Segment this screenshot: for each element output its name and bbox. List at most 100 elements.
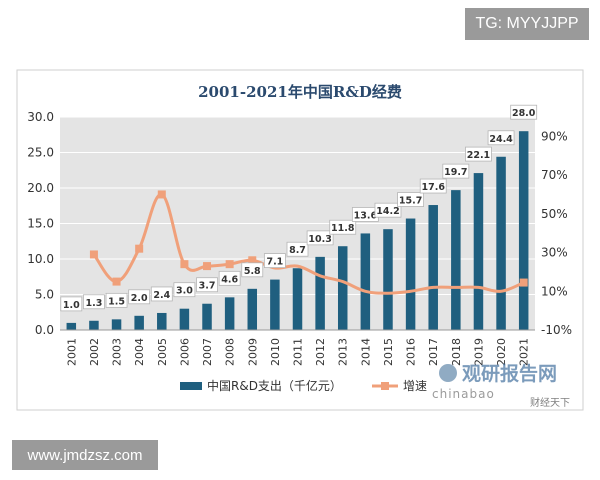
bar-series — [66, 131, 529, 330]
bar-value-label: 24.4 — [489, 134, 513, 145]
bar — [451, 190, 461, 330]
bar — [383, 229, 393, 330]
x-tick-label: 2015 — [382, 338, 395, 366]
bar-label-box — [241, 262, 264, 278]
x-tick-label: 2006 — [178, 338, 191, 366]
bar-value-label: 5.8 — [244, 266, 261, 277]
bar-label-box — [173, 282, 196, 298]
bar — [89, 320, 99, 330]
watermark-brand-en: chinabao — [432, 387, 495, 401]
y-right-tick-label: -10% — [541, 323, 572, 337]
bar-value-label: 14.2 — [376, 206, 399, 217]
y-right-tick-label: 90% — [541, 129, 568, 143]
chart-title: 2001-2021年中国R&D经费 — [198, 83, 402, 101]
x-tick-label: 2013 — [337, 338, 350, 366]
legend-bar-swatch — [180, 382, 202, 390]
bar — [337, 246, 348, 330]
x-tick-label: 2003 — [111, 338, 124, 366]
legend-bar-label: 中国R&D支出（千亿元） — [207, 378, 342, 393]
bar-label-box — [83, 294, 105, 310]
bar-value-label: 3.0 — [176, 286, 193, 297]
bar-label-box — [60, 296, 83, 312]
growth-point — [112, 277, 121, 286]
bar-label-box — [510, 104, 538, 120]
bar — [134, 315, 144, 330]
bar-label-box — [419, 178, 447, 194]
bar — [111, 319, 122, 330]
x-tick-label: 2005 — [156, 338, 169, 366]
x-tick-label: 2004 — [133, 338, 146, 366]
bar — [496, 156, 506, 330]
bar-value-label: 28.0 — [512, 108, 536, 119]
y-left-tick-label: 5.0 — [35, 288, 54, 302]
legend-line-label: 增速 — [403, 379, 427, 393]
bar — [157, 312, 167, 330]
bar-label-box — [487, 130, 515, 146]
growth-point — [225, 260, 234, 269]
growth-point — [180, 260, 189, 269]
y-right-tick-label: 50% — [541, 207, 568, 221]
y-left-tick-label: 10.0 — [27, 252, 54, 266]
x-tick-label: 2009 — [246, 338, 259, 366]
x-tick-label: 2010 — [269, 338, 282, 366]
bar-label-box — [397, 192, 424, 207]
growth-point — [135, 244, 144, 253]
bar — [202, 303, 212, 330]
bar-value-label: 13.6 — [354, 210, 378, 221]
bar-label-box — [105, 292, 128, 308]
x-tick-label: 2020 — [495, 338, 508, 366]
growth-point — [203, 262, 212, 271]
bar-label-box — [286, 241, 309, 257]
x-tick-label: 2011 — [292, 338, 305, 366]
bar — [224, 297, 235, 330]
bar — [315, 256, 325, 330]
bar-value-label: 1.0 — [63, 300, 80, 311]
y-right-tick-label: 30% — [541, 246, 568, 260]
y-right-tick-label: 70% — [541, 168, 568, 182]
bar-label-box — [329, 219, 357, 235]
x-tick-label: 2016 — [405, 338, 418, 366]
bar-label-box — [465, 146, 492, 162]
bar-data-labels: 1.0 1.3 1.5 2.0 2.4 3.0 3.7 4.6 5.8 7.1 8.710.311.… — [60, 104, 538, 312]
bar-label-box — [196, 277, 218, 293]
bar-value-label: 11.8 — [331, 223, 355, 234]
x-tick-label: 2001 — [65, 338, 78, 366]
watermark-brand-cn: 观研报告网 — [462, 362, 557, 385]
bar-value-label: 2.0 — [131, 293, 148, 304]
bar-value-label: 1.5 — [108, 296, 125, 307]
bar-label-box — [263, 253, 286, 268]
bar-value-label: 15.7 — [399, 196, 422, 207]
growth-point — [519, 278, 528, 287]
x-tick-label: 2012 — [314, 338, 327, 366]
tg-badge: TG: MYYJJPP — [465, 8, 589, 40]
bar-value-label: 3.7 — [199, 281, 216, 292]
bar — [292, 268, 303, 330]
bar-value-label: 17.6 — [421, 182, 445, 193]
bar — [270, 279, 280, 330]
bar-value-label: 10.3 — [308, 234, 331, 245]
bar-value-label: 22.1 — [467, 150, 490, 161]
bar — [518, 131, 529, 330]
watermark-logo-icon — [439, 364, 457, 382]
bar-label-box — [218, 270, 241, 286]
legend-line-marker — [381, 382, 389, 390]
line-series — [89, 190, 528, 295]
bar — [247, 288, 258, 330]
watermark: 观研报告网 chinabao 财经天下 — [432, 362, 570, 409]
growth-point — [157, 190, 166, 199]
site-badge: www.jmdzsz.com — [12, 440, 158, 470]
x-tick-label: 2019 — [472, 338, 485, 366]
bar-label-box — [128, 289, 151, 305]
bar-value-label: 4.6 — [221, 274, 238, 285]
x-tick-label: 2002 — [88, 338, 101, 366]
axes: 0.0 5.0 10.0 15.0 20.0 25.0 30.0 -10% 10% 30% 50% 7… — [27, 110, 572, 366]
bar-value-label: 19.7 — [444, 167, 467, 178]
bar — [428, 205, 438, 330]
y-left-tick-label: 15.0 — [27, 217, 54, 231]
y-right-tick-label: 10% — [541, 284, 568, 298]
y-left-tick-label: 30.0 — [27, 110, 54, 124]
x-tick-label: 2014 — [359, 338, 372, 366]
y-left-tick-label: 25.0 — [27, 146, 54, 160]
growth-point — [248, 256, 257, 265]
